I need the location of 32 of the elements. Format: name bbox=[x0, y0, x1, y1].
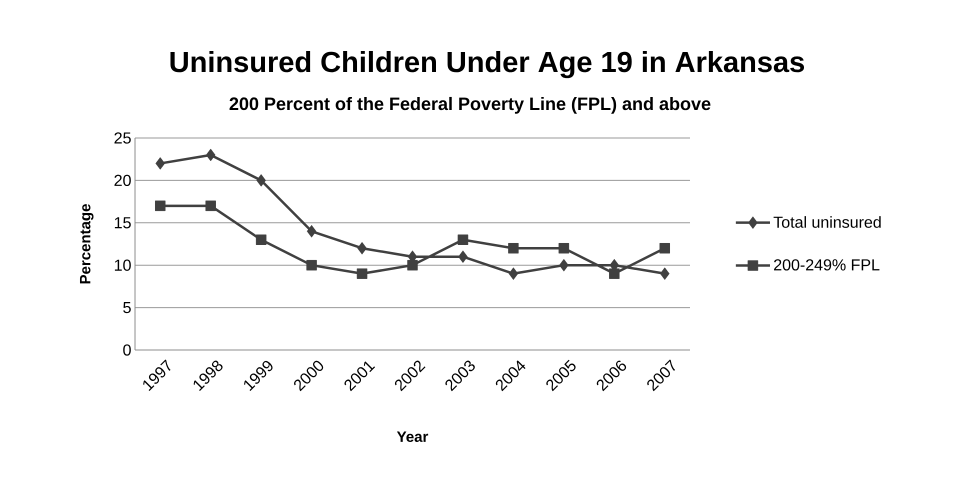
point bbox=[256, 174, 266, 187]
legend-label: Total uninsured bbox=[774, 216, 881, 228]
point bbox=[559, 258, 569, 272]
point bbox=[508, 267, 518, 280]
y-tick-label: 25 bbox=[114, 132, 131, 144]
y-tick-label: 15 bbox=[114, 217, 131, 228]
y-tick-label: 0 bbox=[123, 344, 131, 356]
point bbox=[458, 234, 468, 246]
point bbox=[306, 260, 317, 270]
point bbox=[306, 225, 316, 238]
chart-title: Uninsured Children Under Age 19 in Arkansas bbox=[170, 50, 804, 78]
legend-label: 200-249% FPL bbox=[774, 259, 880, 271]
point bbox=[407, 260, 418, 270]
point bbox=[206, 148, 216, 162]
point bbox=[660, 242, 670, 254]
point bbox=[558, 242, 570, 254]
point bbox=[609, 268, 620, 279]
chart-subtitle: 200 Percent of the Federal Poverty Line (FPL) and above bbox=[230, 96, 710, 114]
x-axis-title: Year bbox=[396, 432, 428, 442]
point bbox=[155, 157, 165, 170]
point bbox=[660, 267, 670, 280]
y-tick-label: 10 bbox=[114, 260, 131, 271]
point bbox=[256, 234, 266, 246]
y-tick-label: 20 bbox=[114, 174, 131, 186]
point bbox=[357, 242, 367, 254]
y-axis-title: Percentage bbox=[80, 204, 94, 284]
point bbox=[458, 250, 468, 263]
point bbox=[508, 242, 519, 254]
y-tick-label: 5 bbox=[123, 302, 131, 314]
point bbox=[205, 200, 216, 212]
point bbox=[154, 200, 166, 212]
point bbox=[356, 268, 368, 279]
